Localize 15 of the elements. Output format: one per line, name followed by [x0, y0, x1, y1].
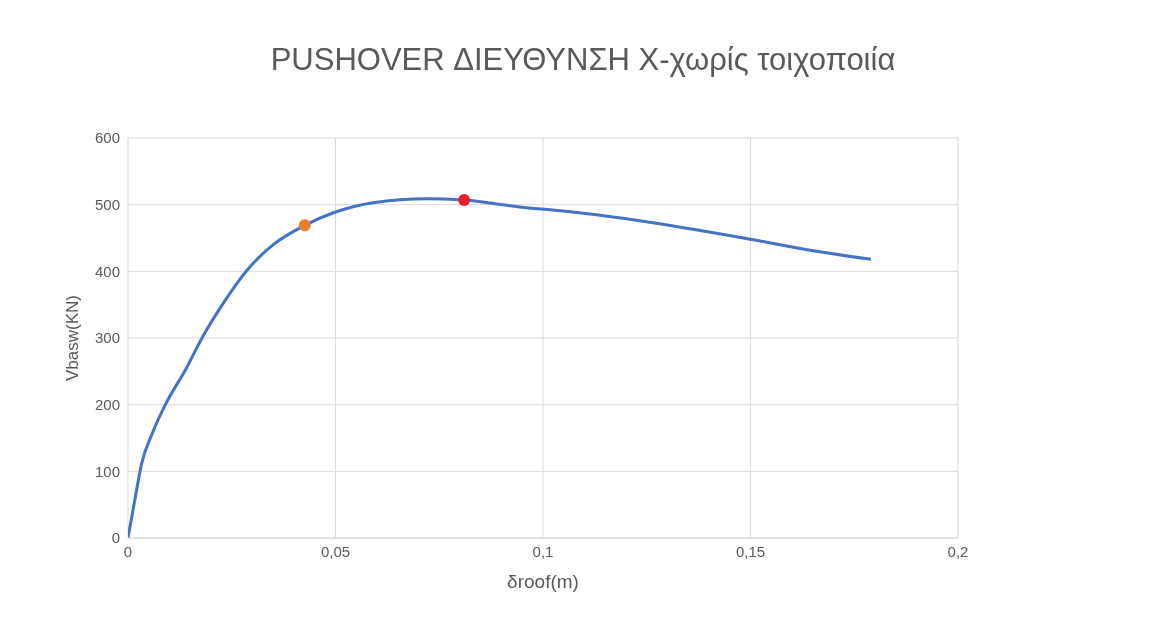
x-tick-label: 0,15	[735, 542, 766, 560]
chart-title: PUSHOVER ΔΙΕΥΘΥΝΣΗ Χ-χωρίς τοιχοποιία	[269, 41, 897, 79]
x-tick-label: 0	[123, 542, 133, 560]
y-tick-label: 600	[94, 129, 120, 147]
y-tick-label: 0	[111, 529, 120, 547]
y-tick-label: 100	[94, 462, 120, 480]
x-tick-label: 0,05	[320, 542, 351, 560]
y-tick-label: 200	[94, 395, 120, 413]
y-tick-label: 500	[94, 195, 120, 213]
y-tick-label: 300	[94, 329, 120, 347]
x-tick-label: 0,1	[532, 542, 554, 560]
y-tick-label: 400	[94, 262, 120, 280]
y-axis-title: Vbasw(KN)	[63, 295, 83, 381]
x-tick-label: 0,2	[947, 542, 969, 560]
x-axis-title: δroof(m)	[507, 571, 579, 592]
